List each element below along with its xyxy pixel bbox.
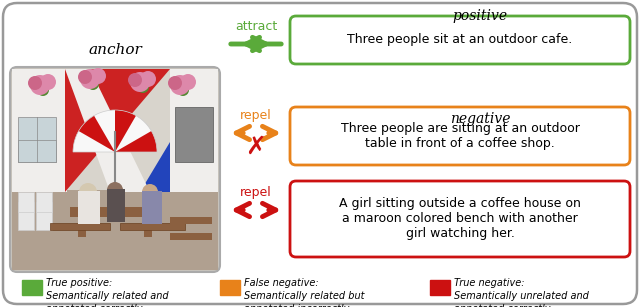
Bar [144,217,152,237]
Bar [120,223,185,230]
Circle shape [37,84,49,96]
Bar [50,223,110,230]
Bar [22,280,42,295]
Text: False negative:: False negative: [244,278,319,288]
Polygon shape [65,69,170,192]
Bar [78,191,100,224]
Bar [18,117,56,162]
FancyBboxPatch shape [290,181,630,257]
Polygon shape [65,69,150,192]
Text: Semantically related and: Semantically related and [46,291,168,301]
Bar [18,140,56,162]
Circle shape [140,71,156,87]
Circle shape [30,75,50,95]
Text: Semantically related but: Semantically related but [244,291,365,301]
Bar [142,191,162,224]
Bar [175,107,213,162]
Circle shape [137,81,149,93]
Bar [12,69,218,192]
Circle shape [168,76,182,90]
Circle shape [90,68,106,84]
Text: True negative:: True negative: [454,278,525,288]
Bar [170,217,212,224]
Circle shape [87,78,99,90]
FancyBboxPatch shape [10,67,220,272]
Text: A girl sitting outside a coffee house on
a maroon colored bench with another
gir: A girl sitting outside a coffee house on… [339,197,581,240]
Text: positive: positive [452,9,508,23]
FancyBboxPatch shape [290,16,630,64]
FancyBboxPatch shape [290,107,630,165]
Wedge shape [115,110,136,152]
Bar [12,190,218,270]
Text: annotated correctly: annotated correctly [46,304,143,307]
Bar [36,192,52,212]
Wedge shape [79,116,115,152]
Bar [78,217,86,237]
Wedge shape [115,131,157,152]
Circle shape [78,70,92,84]
Text: repel: repel [240,109,272,122]
Circle shape [107,182,123,198]
Circle shape [130,72,150,92]
Text: negative: negative [450,112,510,126]
Text: Three people are sitting at an outdoor
table in front of a coffee shop.: Three people are sitting at an outdoor t… [340,122,579,150]
Text: Three people sit at an outdoor cafe.: Three people sit at an outdoor cafe. [348,33,573,46]
Circle shape [79,183,97,201]
Circle shape [170,75,190,95]
Text: True positive:: True positive: [46,278,112,288]
Bar [430,280,450,295]
Bar [170,233,212,240]
Bar [36,202,52,230]
Wedge shape [73,110,157,152]
Circle shape [177,84,189,96]
Text: ✗: ✗ [246,135,266,159]
Bar [18,192,34,212]
Bar [12,69,67,192]
Text: attract: attract [235,20,277,33]
Text: anchor: anchor [88,43,142,57]
Bar [107,189,125,222]
Text: Semantically unrelated and: Semantically unrelated and [454,291,589,301]
Text: annotated incorrectly: annotated incorrectly [244,304,349,307]
Circle shape [40,74,56,90]
Circle shape [28,76,42,90]
Text: annotated correctly: annotated correctly [454,304,550,307]
Bar [220,280,240,295]
Text: repel: repel [240,186,272,199]
Polygon shape [65,142,170,192]
Circle shape [180,74,196,90]
FancyBboxPatch shape [3,3,637,304]
Bar [70,207,160,217]
Bar [170,69,218,192]
Circle shape [128,73,142,87]
Circle shape [142,184,158,200]
Bar [18,202,34,230]
Circle shape [80,69,100,89]
